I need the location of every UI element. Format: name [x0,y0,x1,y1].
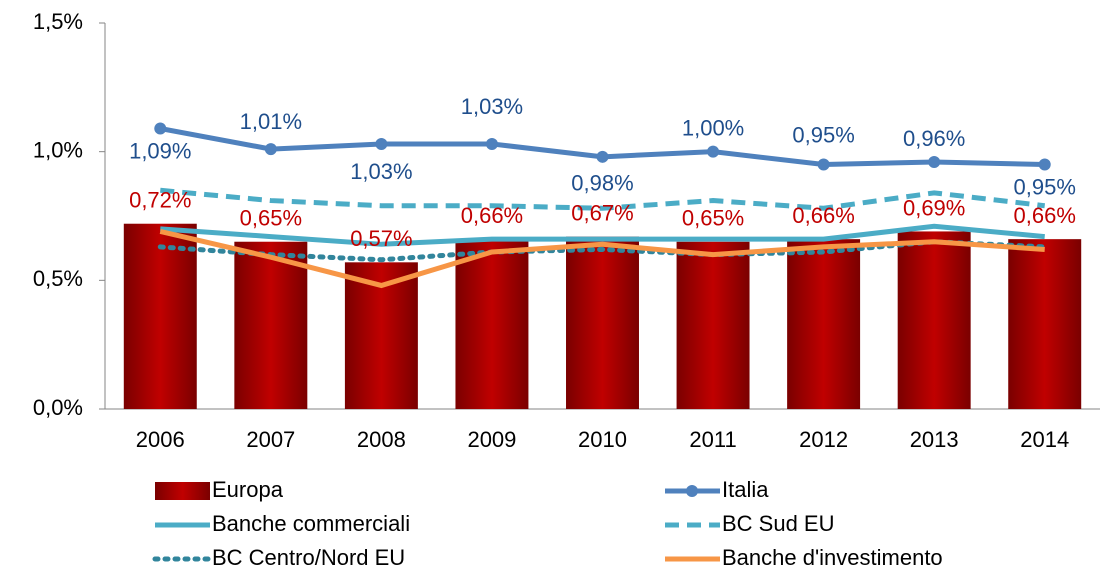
line [159,229,1045,289]
data-label: 0,66% [461,203,523,228]
bar [455,239,529,409]
x-tick-label: 2011 [689,427,736,452]
x-tick-label: 2013 [910,427,959,452]
line [160,187,1046,211]
marker [485,137,498,150]
bar [566,236,639,409]
data-label: 0,69% [903,195,965,220]
bar [234,241,308,409]
data-label: 0,66% [1014,203,1076,228]
x-tick-label: 2009 [467,427,516,452]
legend-label: BC Sud EU [722,511,835,536]
data-label: 0,67% [571,200,633,225]
marker [154,122,167,135]
x-tick-label: 2006 [136,427,185,452]
legend-label: Banche d'investimento [722,545,943,570]
legend-label: Italia [722,477,769,502]
bar [1008,239,1082,409]
data-label: 0,95% [792,122,854,147]
data-label: 1,00% [682,115,744,140]
x-tick-label: 2010 [578,427,627,452]
data-label: 1,01% [240,109,302,134]
data-label: 0,66% [792,203,854,228]
legend-label: Europa [212,477,284,502]
y-tick-label: 1,0% [33,137,83,162]
x-tick-label: 2014 [1020,427,1069,452]
marker [707,145,720,158]
x-tick-label: 2012 [799,427,848,452]
line [160,223,1045,247]
data-label: 0,96% [903,126,965,151]
data-label: 0,57% [350,226,412,251]
x-tick-label: 2007 [246,427,295,452]
marker [1038,158,1051,171]
marker [264,143,277,156]
data-label: 0,98% [571,171,633,196]
x-tick-label: 2008 [357,427,406,452]
bar [123,223,197,409]
bar [676,241,750,409]
data-label: 1,03% [350,159,412,184]
marker [596,150,609,163]
data-label: 1,09% [129,138,191,163]
y-tick-label: 0,5% [33,266,83,291]
y-tick-label: 0,0% [33,395,83,420]
data-label: 0,95% [1014,174,1076,199]
legend-marker [686,485,698,497]
legend-swatch [155,482,210,500]
bar [897,231,971,409]
data-label: 1,03% [461,94,523,119]
legend-label: BC Centro/Nord EU [212,545,405,570]
marker [817,158,830,171]
data-label: 0,65% [682,206,744,231]
legend-label: Banche commerciali [212,511,410,536]
marker [928,155,941,168]
data-label: 0,72% [129,188,191,213]
marker [375,137,388,150]
bar [787,239,861,409]
data-label: 0,65% [240,206,302,231]
y-tick-label: 1,5% [33,9,83,34]
